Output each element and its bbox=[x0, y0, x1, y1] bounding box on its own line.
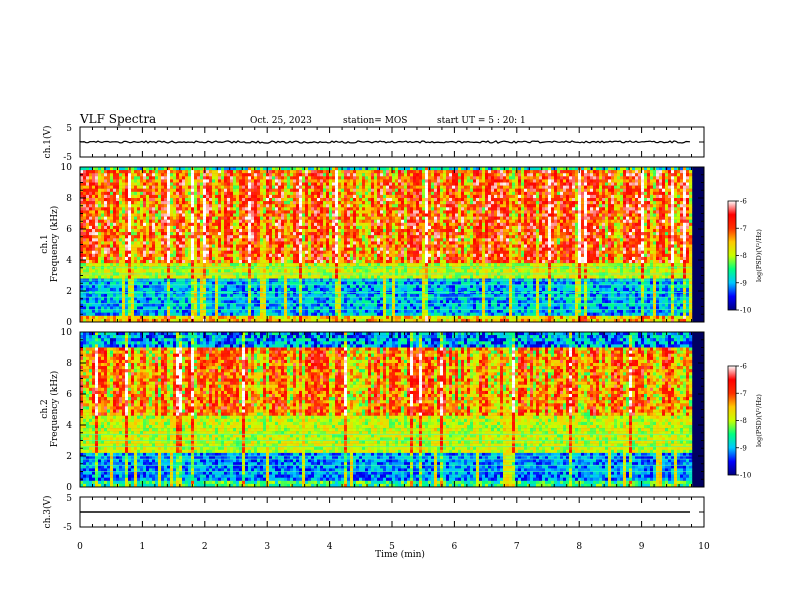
colorbar-tick-label: -6 bbox=[740, 363, 747, 371]
figure-title: VLF Spectra bbox=[79, 112, 156, 126]
ch2-colorbar: -6 -7 -8 -9 -10 log(PSD)(V²/Hz) bbox=[727, 363, 763, 480]
frequency-tick-label: 8 bbox=[66, 359, 72, 369]
time-tick-label: 4 bbox=[327, 542, 333, 552]
ch2-spectrogram-image bbox=[80, 332, 693, 487]
ch1-waveform-trace bbox=[79, 140, 691, 144]
colorbar-tick-label: -7 bbox=[740, 225, 747, 233]
colorbar-tick-label: -8 bbox=[740, 417, 747, 425]
ch3-ytick-top: 5 bbox=[66, 494, 72, 504]
ch1-spectrogram-image bbox=[80, 167, 693, 322]
frequency-tick-label: 4 bbox=[66, 421, 72, 431]
frequency-tick-label: 0 bbox=[66, 483, 72, 493]
frequency-tick-label: 10 bbox=[61, 328, 73, 338]
time-tick-label: 3 bbox=[264, 542, 270, 552]
frequency-tick-label: 2 bbox=[66, 287, 72, 297]
ch1-colorbar: -6 -7 -8 -9 -10 log(PSD)(V²/Hz) bbox=[727, 198, 763, 315]
time-tick-label: 8 bbox=[576, 542, 582, 552]
colorbar-tick-label: -9 bbox=[740, 444, 747, 452]
ch1-ytick-top: 5 bbox=[66, 124, 72, 134]
ch1-waveform-ylabel: ch.1(V) bbox=[42, 126, 53, 159]
time-tick-label: 0 bbox=[77, 542, 83, 552]
time-tick-label: 9 bbox=[639, 542, 645, 552]
frequency-tick-label: 4 bbox=[66, 256, 72, 266]
frequency-tick-label: 6 bbox=[66, 225, 72, 235]
colorbar-scale bbox=[727, 365, 737, 476]
time-tick-label: 6 bbox=[452, 542, 458, 552]
colorbar-tick-label: -8 bbox=[740, 252, 747, 260]
frequency-tick-label: 2 bbox=[66, 452, 72, 462]
ch1-spectrogram-ytick-labels: 0 2 4 6 8 10 bbox=[61, 163, 73, 328]
axis-ticks bbox=[79, 126, 705, 528]
ch1-spectrogram-ylabel-line1: ch.1 bbox=[40, 234, 50, 253]
x-axis-label: Time (min) bbox=[375, 549, 425, 560]
colorbar-tick-label: -10 bbox=[740, 307, 751, 315]
x-axis-tick-labels: 0 1 2 3 4 5 6 7 8 9 10 bbox=[77, 542, 710, 552]
header-station: station= MOS bbox=[343, 116, 407, 126]
colorbar-tick-label: -7 bbox=[740, 390, 747, 398]
ch3-waveform-ylabel: ch.3(V) bbox=[42, 496, 53, 529]
ch2-spectrogram-ylabel-line1: ch.2 bbox=[40, 399, 50, 418]
frequency-tick-label: 10 bbox=[61, 163, 73, 173]
colorbar-scale bbox=[727, 200, 737, 311]
colorbar-label: log(PSD)(V²/Hz) bbox=[755, 229, 763, 282]
ch1-ytick-bottom: -5 bbox=[63, 153, 72, 163]
time-tick-label: 1 bbox=[140, 542, 146, 552]
header-start-time: start UT = 5 : 20: 1 bbox=[437, 116, 526, 126]
frequency-tick-label: 6 bbox=[66, 390, 72, 400]
colorbar-tick-label: -6 bbox=[740, 198, 747, 206]
time-tick-label: 10 bbox=[698, 542, 710, 552]
colorbar-tick-label: -10 bbox=[740, 472, 751, 480]
time-tick-label: 5 bbox=[389, 542, 395, 552]
header-date: Oct. 25, 2023 bbox=[250, 116, 312, 126]
ch3-ytick-bottom: -5 bbox=[63, 523, 72, 533]
colorbar-tick-label: -9 bbox=[740, 279, 747, 287]
frequency-tick-label: 0 bbox=[66, 318, 72, 328]
ch2-spectrogram-ytick-labels: 0 2 4 6 8 10 bbox=[61, 328, 73, 493]
ch2-spectrogram-ylabel-line2: Frequency (kHz) bbox=[49, 371, 60, 448]
time-tick-label: 7 bbox=[514, 542, 520, 552]
ch1-spectrogram-ylabel-line2: Frequency (kHz) bbox=[49, 206, 60, 283]
time-tick-label: 2 bbox=[202, 542, 208, 552]
colorbar-label: log(PSD)(V²/Hz) bbox=[755, 394, 763, 447]
frequency-tick-label: 8 bbox=[66, 194, 72, 204]
